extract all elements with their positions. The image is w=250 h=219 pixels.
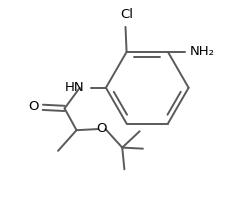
Text: O: O: [96, 122, 106, 135]
Text: NH₂: NH₂: [189, 45, 214, 58]
Text: O: O: [28, 100, 39, 113]
Text: Cl: Cl: [120, 9, 132, 21]
Text: HN: HN: [64, 81, 84, 94]
